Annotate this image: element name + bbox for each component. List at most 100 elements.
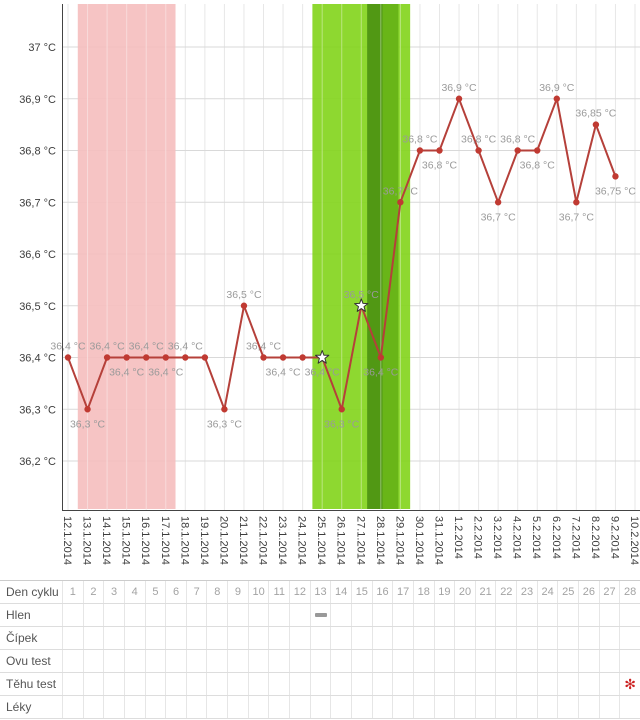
day-cell[interactable] [247, 696, 269, 718]
temperature-point[interactable] [162, 354, 169, 361]
day-cell[interactable]: 24 [536, 581, 558, 603]
day-cell[interactable] [330, 673, 351, 695]
day-cell[interactable] [392, 673, 413, 695]
day-cell[interactable] [371, 627, 393, 649]
day-cell[interactable] [495, 650, 516, 672]
day-cell[interactable] [350, 604, 372, 626]
day-cell[interactable] [433, 650, 455, 672]
day-cell[interactable] [103, 604, 124, 626]
day-cell[interactable]: 1 [62, 581, 83, 603]
day-cell[interactable] [371, 673, 393, 695]
day-cell[interactable] [185, 696, 207, 718]
day-cell[interactable] [495, 696, 516, 718]
day-cell[interactable]: 13 [309, 581, 331, 603]
temperature-point[interactable] [143, 354, 150, 361]
day-cell[interactable] [433, 627, 455, 649]
day-cell[interactable] [578, 650, 599, 672]
day-cell[interactable] [412, 650, 434, 672]
temperature-point[interactable] [260, 354, 267, 361]
day-cell[interactable] [598, 696, 620, 718]
temperature-point[interactable] [123, 354, 130, 361]
day-cell[interactable] [82, 627, 104, 649]
day-cell[interactable] [82, 696, 104, 718]
day-cell[interactable] [619, 627, 640, 649]
day-cell[interactable] [165, 696, 186, 718]
day-cell[interactable] [144, 673, 166, 695]
day-cell[interactable] [350, 650, 372, 672]
day-cell[interactable] [433, 604, 455, 626]
day-cell[interactable] [578, 673, 599, 695]
day-cell[interactable] [598, 604, 620, 626]
day-cell[interactable] [268, 696, 289, 718]
day-cell[interactable] [454, 696, 475, 718]
day-cell[interactable] [309, 673, 331, 695]
day-cell[interactable] [454, 604, 475, 626]
day-cell[interactable] [123, 627, 145, 649]
day-cell[interactable] [268, 650, 289, 672]
day-cell[interactable] [123, 604, 145, 626]
day-cell[interactable]: 8 [206, 581, 227, 603]
day-cell[interactable] [144, 604, 166, 626]
day-cell[interactable] [123, 696, 145, 718]
day-cell[interactable] [350, 627, 372, 649]
day-cell[interactable] [309, 696, 331, 718]
day-cell[interactable] [536, 604, 558, 626]
day-cell[interactable] [185, 627, 207, 649]
day-cell[interactable] [206, 650, 227, 672]
day-cell[interactable] [103, 673, 124, 695]
temperature-point[interactable] [592, 121, 600, 128]
day-cell[interactable] [227, 650, 248, 672]
day-cell[interactable] [123, 673, 145, 695]
day-cell[interactable] [578, 627, 599, 649]
day-cell[interactable] [268, 673, 289, 695]
day-cell[interactable]: 20 [454, 581, 475, 603]
day-cell[interactable] [330, 604, 351, 626]
day-cell[interactable] [454, 627, 475, 649]
day-cell[interactable] [268, 604, 289, 626]
temperature-point[interactable] [201, 354, 209, 361]
day-cell[interactable] [268, 627, 289, 649]
day-cell[interactable] [165, 650, 186, 672]
day-cell[interactable] [289, 696, 310, 718]
day-cell[interactable]: 7 [185, 581, 207, 603]
day-cell[interactable] [82, 673, 104, 695]
day-cell[interactable]: 15 [350, 581, 372, 603]
day-cell[interactable] [598, 673, 620, 695]
temperature-point[interactable] [455, 95, 463, 102]
day-cell[interactable] [371, 650, 393, 672]
day-cell[interactable] [516, 650, 537, 672]
day-cell[interactable] [536, 696, 558, 718]
day-cell[interactable] [619, 650, 640, 672]
day-cell[interactable] [474, 650, 496, 672]
temperature-point[interactable] [553, 95, 560, 102]
day-cell[interactable] [165, 604, 186, 626]
temperature-point[interactable] [103, 354, 111, 361]
day-cell[interactable] [474, 696, 496, 718]
day-cell[interactable] [309, 627, 331, 649]
day-cell[interactable] [206, 604, 227, 626]
day-cell[interactable] [206, 673, 227, 695]
day-cell[interactable] [557, 696, 578, 718]
day-cell[interactable] [578, 696, 599, 718]
day-cell[interactable] [165, 673, 186, 695]
temperature-point[interactable] [377, 354, 385, 361]
day-cell[interactable] [144, 696, 166, 718]
day-cell[interactable]: 10 [247, 581, 269, 603]
day-cell[interactable] [289, 650, 310, 672]
day-cell[interactable]: 18 [412, 581, 434, 603]
day-cell[interactable]: 21 [474, 581, 496, 603]
day-cell[interactable] [62, 627, 83, 649]
day-cell[interactable] [330, 627, 351, 649]
day-cell[interactable] [247, 627, 269, 649]
temperature-point[interactable] [573, 199, 580, 206]
day-cell[interactable] [227, 604, 248, 626]
day-cell[interactable] [227, 627, 248, 649]
day-cell[interactable] [82, 604, 104, 626]
day-cell[interactable] [103, 627, 124, 649]
day-cell[interactable] [62, 673, 83, 695]
day-cell[interactable] [144, 627, 166, 649]
day-cell[interactable] [392, 650, 413, 672]
day-cell[interactable]: 22 [495, 581, 516, 603]
day-cell[interactable] [185, 604, 207, 626]
day-cell[interactable] [516, 604, 537, 626]
